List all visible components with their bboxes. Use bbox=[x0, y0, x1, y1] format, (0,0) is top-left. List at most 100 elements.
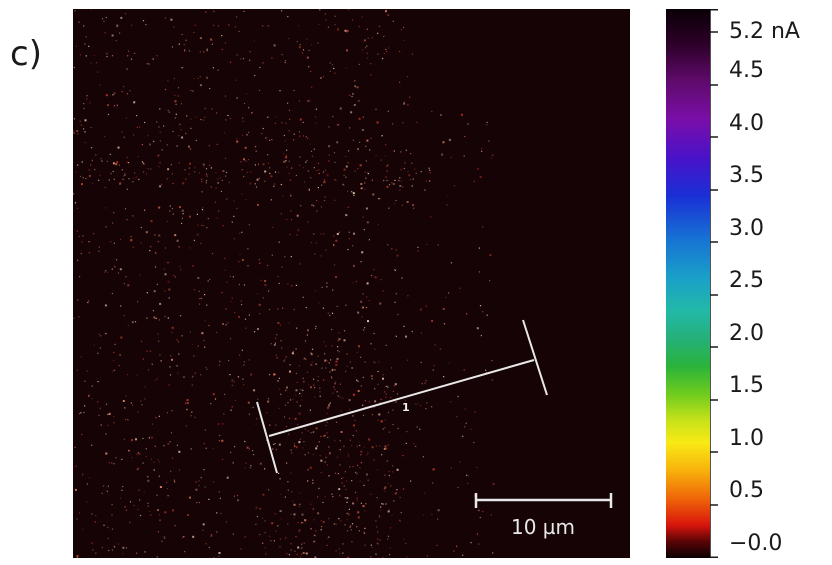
speckle-dot bbox=[127, 419, 129, 421]
speckle-dot bbox=[191, 384, 193, 386]
speckle-dot bbox=[270, 343, 272, 345]
profile-line-tool[interactable] bbox=[256, 319, 548, 474]
speckle-dot bbox=[315, 363, 317, 365]
speckle-dot bbox=[315, 242, 318, 244]
speckle-dot bbox=[476, 327, 479, 330]
speckle-dot bbox=[99, 407, 101, 409]
speckle-dot bbox=[318, 23, 320, 26]
speckle-dot bbox=[171, 173, 174, 175]
speckle-dot bbox=[314, 116, 317, 118]
speckle-dot bbox=[295, 372, 297, 375]
speckle-dot bbox=[185, 132, 187, 135]
speckle-dot bbox=[333, 523, 335, 525]
speckle-dot bbox=[299, 529, 301, 531]
speckle-dot bbox=[354, 170, 356, 172]
speckle-dot bbox=[329, 402, 331, 404]
speckle-dot bbox=[486, 124, 488, 126]
speckle-dot bbox=[306, 38, 308, 40]
speckle-dot bbox=[343, 184, 345, 186]
speckle-dot bbox=[466, 313, 468, 315]
speckle-dot bbox=[292, 500, 294, 502]
speckle-dot bbox=[153, 461, 155, 463]
speckle-dot bbox=[88, 252, 90, 254]
speckle-dot bbox=[391, 182, 393, 184]
speckle-dot bbox=[328, 154, 330, 156]
speckle-dot bbox=[204, 107, 206, 110]
speckle-dot bbox=[135, 438, 137, 441]
speckle-dot bbox=[243, 361, 245, 363]
speckle-dot bbox=[384, 474, 386, 476]
speckle-dot bbox=[486, 314, 488, 316]
speckle-dot bbox=[465, 422, 467, 424]
profile-line-end-cap[interactable] bbox=[522, 319, 548, 396]
speckle-dot bbox=[243, 284, 246, 286]
speckle-dot bbox=[363, 446, 365, 448]
speckle-dot bbox=[185, 178, 187, 180]
speckle-dot bbox=[167, 443, 169, 445]
profile-line[interactable] bbox=[268, 359, 535, 437]
speckle-dot bbox=[387, 386, 389, 388]
speckle-dot bbox=[476, 466, 478, 468]
speckle-dot bbox=[147, 502, 149, 504]
speckle-dot bbox=[98, 414, 100, 417]
speckle-dot bbox=[161, 540, 163, 542]
speckle-dot bbox=[245, 327, 247, 329]
speckle-dot bbox=[75, 171, 77, 173]
speckle-dot bbox=[166, 178, 168, 180]
speckle-dot bbox=[360, 187, 362, 190]
speckle-dot bbox=[409, 96, 411, 98]
speckle-dot bbox=[365, 207, 368, 210]
speckle-dot bbox=[255, 506, 258, 509]
speckle-dot bbox=[273, 373, 276, 376]
speckle-dot bbox=[336, 357, 339, 360]
speckle-dot bbox=[274, 442, 276, 445]
speckle-dot bbox=[268, 308, 271, 311]
speckle-dot bbox=[368, 439, 370, 441]
speckle-dot bbox=[392, 471, 394, 473]
speckle-dot bbox=[144, 398, 146, 400]
speckle-dot bbox=[83, 25, 85, 27]
speckle-dot bbox=[193, 239, 195, 241]
speckle-dot bbox=[310, 386, 312, 389]
speckle-dot bbox=[357, 511, 360, 514]
speckle-dot bbox=[369, 149, 371, 151]
speckle-dot bbox=[289, 399, 292, 401]
speckle-dot bbox=[327, 26, 329, 28]
speckle-dot bbox=[225, 119, 227, 121]
speckle-dot bbox=[339, 449, 341, 451]
speckle-dot bbox=[111, 34, 114, 37]
speckle-dot bbox=[159, 185, 162, 188]
speckle-dot bbox=[163, 268, 165, 270]
speckle-dot bbox=[415, 403, 417, 405]
speckle-dot bbox=[225, 171, 228, 174]
speckle-dot bbox=[310, 177, 312, 179]
speckle-dot bbox=[137, 467, 140, 470]
speckle-dot bbox=[155, 317, 157, 319]
speckle-dot bbox=[288, 130, 290, 132]
speckle-dot bbox=[85, 178, 87, 180]
speckle-dot bbox=[342, 552, 344, 554]
speckle-dot bbox=[113, 105, 115, 107]
speckle-dot bbox=[441, 153, 444, 156]
speckle-dot bbox=[199, 37, 202, 40]
speckle-dot bbox=[264, 532, 266, 534]
speckle-dot bbox=[426, 402, 428, 404]
speckle-dot bbox=[415, 172, 417, 174]
speckle-dot bbox=[399, 520, 401, 522]
speckle-dot bbox=[125, 117, 127, 119]
speckle-dot bbox=[104, 135, 106, 137]
speckle-dot bbox=[174, 481, 176, 483]
speckle-dot bbox=[185, 402, 187, 404]
speckle-dot bbox=[420, 405, 422, 407]
speckle-dot bbox=[222, 323, 224, 325]
speckle-dot bbox=[135, 552, 138, 554]
profile-line-start-cap[interactable] bbox=[256, 401, 278, 474]
speckle-dot bbox=[224, 95, 227, 97]
speckle-dot bbox=[310, 150, 313, 152]
speckle-dot bbox=[400, 29, 402, 31]
speckle-dot bbox=[316, 170, 318, 172]
speckle-dot bbox=[334, 383, 336, 385]
speckle-dot bbox=[356, 86, 359, 89]
speckle-dot bbox=[385, 176, 387, 178]
speckle-dot bbox=[111, 268, 113, 270]
